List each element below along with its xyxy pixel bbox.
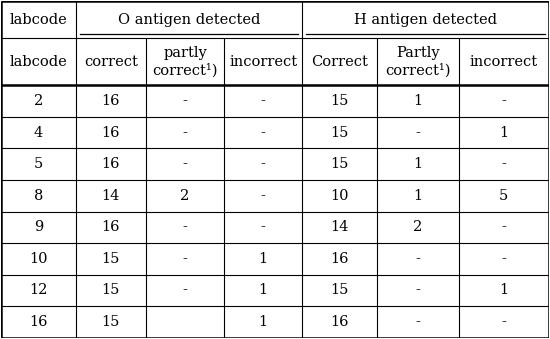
- Text: 1: 1: [258, 283, 268, 297]
- Text: 14: 14: [331, 220, 349, 234]
- Text: 16: 16: [330, 315, 349, 329]
- Text: partly
correct¹): partly correct¹): [152, 46, 218, 77]
- Text: 16: 16: [330, 252, 349, 266]
- Text: 14: 14: [102, 189, 120, 203]
- Text: -: -: [415, 126, 420, 140]
- Text: 12: 12: [29, 283, 48, 297]
- Text: incorrect: incorrect: [470, 55, 538, 69]
- Text: labcode: labcode: [10, 55, 68, 69]
- Text: -: -: [183, 157, 188, 171]
- Text: correct: correct: [84, 55, 138, 69]
- Text: 1: 1: [413, 157, 422, 171]
- Text: 10: 10: [29, 252, 48, 266]
- Text: 2: 2: [413, 220, 422, 234]
- Text: 15: 15: [331, 94, 349, 108]
- Text: 1: 1: [413, 94, 422, 108]
- Text: 10: 10: [330, 189, 349, 203]
- Text: 1: 1: [499, 283, 508, 297]
- Text: -: -: [183, 126, 188, 140]
- Text: 16: 16: [102, 126, 120, 140]
- Text: -: -: [261, 126, 266, 140]
- Text: -: -: [261, 94, 266, 108]
- Text: 15: 15: [331, 126, 349, 140]
- Text: Partly
correct¹): Partly correct¹): [385, 46, 450, 77]
- Text: -: -: [501, 94, 506, 108]
- Text: -: -: [501, 252, 506, 266]
- Text: 15: 15: [102, 315, 120, 329]
- Text: 15: 15: [331, 283, 349, 297]
- Text: labcode: labcode: [10, 13, 68, 27]
- Text: 2: 2: [34, 94, 43, 108]
- Text: 9: 9: [34, 220, 43, 234]
- Text: -: -: [183, 220, 188, 234]
- Text: 15: 15: [102, 283, 120, 297]
- Text: 5: 5: [499, 189, 508, 203]
- Text: 15: 15: [331, 157, 349, 171]
- Text: -: -: [261, 220, 266, 234]
- Text: 1: 1: [258, 315, 268, 329]
- Text: 16: 16: [102, 157, 120, 171]
- Text: 1: 1: [258, 252, 268, 266]
- Text: 16: 16: [102, 94, 120, 108]
- Text: 1: 1: [413, 189, 422, 203]
- Text: -: -: [415, 315, 420, 329]
- Text: -: -: [183, 283, 188, 297]
- Text: 2: 2: [180, 189, 190, 203]
- Text: 8: 8: [34, 189, 43, 203]
- Text: 5: 5: [34, 157, 43, 171]
- Text: -: -: [183, 94, 188, 108]
- Text: -: -: [261, 189, 266, 203]
- Text: -: -: [501, 157, 506, 171]
- Text: -: -: [261, 157, 266, 171]
- Text: 4: 4: [34, 126, 43, 140]
- Text: 16: 16: [29, 315, 48, 329]
- Text: Correct: Correct: [311, 55, 368, 69]
- Text: 16: 16: [102, 220, 120, 234]
- Text: H antigen detected: H antigen detected: [354, 13, 497, 27]
- Text: 1: 1: [499, 126, 508, 140]
- Text: O antigen detected: O antigen detected: [118, 13, 260, 27]
- Text: -: -: [415, 252, 420, 266]
- Text: -: -: [501, 220, 506, 234]
- Text: incorrect: incorrect: [229, 55, 298, 69]
- Text: -: -: [415, 283, 420, 297]
- Text: 15: 15: [102, 252, 120, 266]
- Text: -: -: [183, 252, 188, 266]
- Text: -: -: [501, 315, 506, 329]
